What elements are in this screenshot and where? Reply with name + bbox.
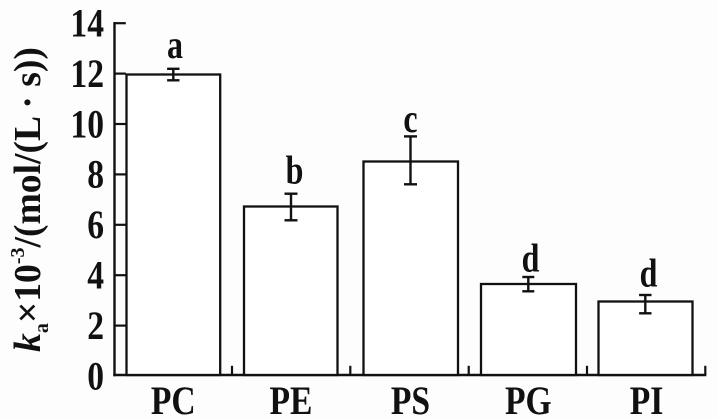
svg-text:14: 14 bbox=[70, 1, 104, 45]
svg-text:ka×10-3/(mol/(L · s)): ka×10-3/(mol/(L · s)) bbox=[7, 47, 53, 352]
svg-text:12: 12 bbox=[70, 51, 104, 95]
svg-text:b: b bbox=[286, 148, 304, 192]
svg-text:PS: PS bbox=[391, 378, 430, 419]
svg-text:6: 6 bbox=[87, 202, 104, 246]
svg-text:PG: PG bbox=[505, 378, 552, 419]
svg-text:PI: PI bbox=[630, 378, 664, 419]
svg-text:PE: PE bbox=[270, 378, 313, 419]
svg-text:a: a bbox=[167, 23, 183, 67]
svg-text:d: d bbox=[640, 251, 658, 295]
svg-text:c: c bbox=[403, 97, 417, 141]
svg-text:d: d bbox=[522, 236, 540, 280]
svg-text:2: 2 bbox=[87, 303, 104, 347]
svg-text:8: 8 bbox=[87, 152, 104, 196]
svg-text:10: 10 bbox=[70, 102, 104, 146]
svg-text:4: 4 bbox=[87, 253, 104, 297]
svg-text:PC: PC bbox=[151, 378, 196, 419]
svg-text:0: 0 bbox=[87, 354, 104, 398]
